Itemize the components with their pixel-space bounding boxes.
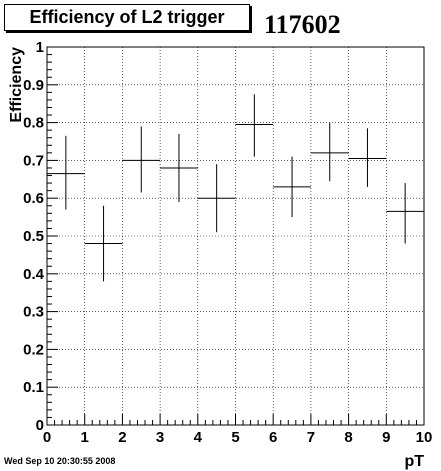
y-tick-label: 0.3 [23,304,44,321]
data-point [310,122,349,182]
x-tick-label: 8 [344,429,352,446]
grid-lines [47,47,424,425]
axes [46,46,425,426]
y-axis-label: Efficiency [8,47,25,123]
y-tick-label: 1 [36,39,44,56]
run-number: 117602 [264,10,341,39]
chart-title-box: Efficiency of L2 trigger [4,4,250,31]
y-tick-label: 0.9 [23,77,44,94]
x-tick-label: 5 [231,429,239,446]
x-tick-label: 0 [43,429,51,446]
y-tick-label: 0.6 [23,190,44,207]
x-tick-label: 3 [156,429,164,446]
y-tick-label: 0.8 [23,115,44,132]
x-tick-label: 7 [307,429,315,446]
data-point [273,156,311,218]
axis-labels: 0 1 2 3 4 5 6 7 8 9 10 0 0.1 0.2 0.3 0.4 0.5 0.6 0.7 0.8 0.9… [8,39,432,470]
timestamp: Wed Sep 10 20:30:55 2008 [4,456,116,466]
y-tick-label: 0.1 [23,379,44,396]
data-point [47,135,85,210]
x-tick-label: 1 [81,429,89,446]
data-point [122,126,161,193]
y-tick-label: 0 [36,417,44,434]
data-point [84,205,123,282]
chart-title: Efficiency of L2 trigger [29,7,225,27]
x-tick-label: 4 [194,429,203,446]
y-tick-label: 0.2 [23,341,44,358]
x-tick-label: 10 [416,429,433,446]
data-point [386,183,424,244]
x-axis-label: pT [404,453,424,470]
data-point [197,164,236,233]
x-tick-label: 6 [269,429,277,446]
y-tick-label: 0.5 [23,228,44,245]
data-point [348,128,387,187]
x-tick-label: 9 [382,429,390,446]
data-point [160,133,198,202]
data-points [47,94,424,282]
x-tick-label: 2 [118,429,126,446]
y-tick-label: 0.7 [23,152,44,169]
data-point [235,94,274,157]
y-tick-label: 0.4 [23,266,45,283]
